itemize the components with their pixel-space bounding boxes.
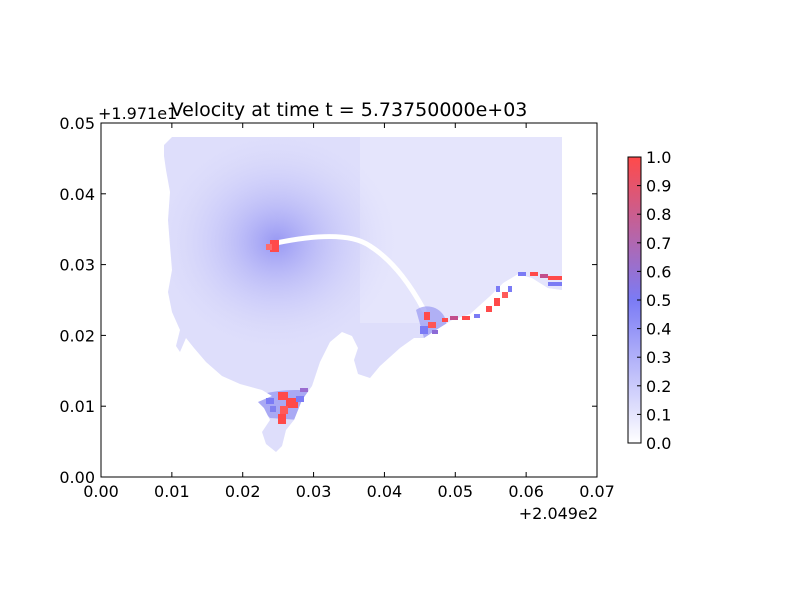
x-offset-label: +2.049e2 — [519, 504, 598, 523]
hot-cell — [518, 272, 526, 276]
hot-cell — [266, 398, 274, 404]
hot-cell — [266, 244, 272, 250]
hot-cell — [300, 388, 308, 392]
y-tick-label: 0.02 — [59, 326, 95, 345]
y-tick-label: 0.03 — [59, 256, 95, 275]
x-tick-label: 0.06 — [508, 482, 544, 501]
hot-cell — [278, 414, 286, 424]
x-tick-label: 0.02 — [225, 482, 261, 501]
axes-frame — [100, 122, 598, 478]
y-axis: 0.00 0.01 0.02 0.03 0.04 0.05 — [59, 114, 597, 487]
chart-title: Velocity at time t = 5.73750000e+03 — [171, 99, 528, 121]
high-velocity-cells — [266, 240, 562, 424]
velocity-field — [164, 137, 562, 452]
hot-cell — [496, 286, 500, 292]
hot-cell — [486, 306, 492, 312]
hot-cell — [450, 316, 458, 320]
hot-cell — [530, 272, 538, 276]
hot-cell — [494, 298, 500, 306]
colorbar-tick-label: 1.0 — [646, 148, 671, 167]
hot-cell — [474, 314, 480, 318]
hot-cell — [270, 240, 279, 252]
colorbar: 0.0 0.1 0.2 0.3 0.4 0.5 0.6 0.7 0.8 0.9 1.0 — [627, 148, 671, 453]
x-tick-label: 0.05 — [437, 482, 473, 501]
hot-cell — [442, 318, 448, 322]
x-tick-label: 0.04 — [367, 482, 403, 501]
colorbar-tick-label: 0.8 — [646, 205, 671, 224]
colorbar-tick-label: 0.5 — [646, 291, 671, 310]
field-east-region — [360, 137, 562, 323]
y-tick-label: 0.00 — [59, 468, 95, 487]
y-offset-label: +1.971e1 — [98, 104, 177, 123]
colorbar-tick-label: 0.1 — [646, 405, 671, 424]
x-tick-label: 0.07 — [579, 482, 615, 501]
hot-cell — [428, 322, 436, 328]
hot-cell — [424, 312, 430, 320]
hot-cell — [548, 282, 562, 286]
hot-cell — [548, 276, 562, 280]
colorbar-tick-label: 0.0 — [646, 434, 671, 453]
y-tick-label: 0.05 — [59, 114, 95, 133]
x-tick-label: 0.03 — [296, 482, 332, 501]
jet-streak — [273, 234, 427, 313]
y-tick-label: 0.01 — [59, 397, 95, 416]
x-tick-label: 0.01 — [154, 482, 190, 501]
hot-cell — [280, 406, 288, 414]
colorbar-ticks: 0.0 0.1 0.2 0.3 0.4 0.5 0.6 0.7 0.8 0.9 1.0 — [637, 148, 671, 453]
hot-cell — [508, 286, 512, 292]
colorbar-tick-label: 0.7 — [646, 234, 671, 253]
colorbar-tick-label: 0.6 — [646, 262, 671, 281]
colorbar-tick-label: 0.4 — [646, 320, 671, 339]
colorbar-tick-label: 0.3 — [646, 348, 671, 367]
hot-cell — [432, 330, 438, 334]
x-tick-label: 0.00 — [83, 482, 119, 501]
colorbar-tick-label: 0.2 — [646, 377, 671, 396]
y-tick-label: 0.04 — [59, 185, 95, 204]
plot-area: 0.00 0.01 0.02 0.03 0.04 0.05 0.06 0.07 0.000.0… — [59, 114, 614, 501]
hot-cell — [278, 392, 288, 400]
hot-cell — [296, 396, 304, 402]
hot-cell — [462, 316, 470, 320]
x-axis: 0.00 0.01 0.02 0.03 0.04 0.05 0.06 0.07 — [83, 123, 615, 501]
hot-cell — [540, 274, 548, 278]
colorbar-tick-label: 0.9 — [646, 177, 671, 196]
hot-cell — [286, 398, 298, 408]
hot-cell — [502, 292, 508, 298]
hot-cell — [420, 326, 428, 334]
hot-cell — [270, 406, 276, 412]
